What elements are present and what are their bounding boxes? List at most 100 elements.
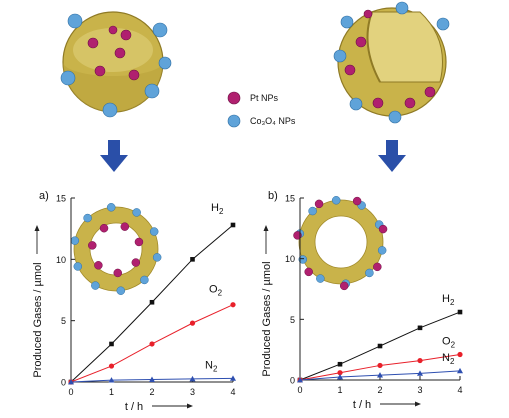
y-tick-label: 5 [290,315,295,325]
panel-label: b) [268,190,278,202]
y-tick-label: 15 [56,194,66,204]
pt-particle [120,222,130,231]
pt-particle [88,241,97,250]
y-axis-arrowhead [263,225,269,231]
data-point-O2 [337,370,343,376]
y-tick-label: 0 [290,376,295,386]
data-point-H2 [417,325,423,331]
data-point-O2 [189,320,196,326]
co3o4-particle [365,268,374,278]
pt-particle [134,237,144,247]
data-point-N2 [457,367,463,374]
series-label-O2: O2 [442,336,456,350]
co3o4-particle [149,227,159,236]
co3o4-particle [316,274,325,283]
co3o4-particle [73,262,83,271]
data-point-O2 [417,357,423,364]
co3o4-particle [91,281,100,290]
data-point-H2 [377,343,383,349]
pt-particle [339,281,349,291]
y-tick-label: 10 [56,255,66,265]
co3o4-particle [298,255,308,264]
chart-panel-b: 0 5 10 15 0 1 2 3 4 b) Produced Gases / µmol t / h H… [261,190,463,411]
y-tick-label: 10 [285,254,295,264]
y-axis-arrowhead [34,225,40,231]
x-axis-label: t / h [125,401,143,413]
ring-outer-edge [73,206,159,292]
x-tick-label: 3 [190,387,195,397]
data-point-O2 [457,351,463,358]
ring-illustration-b [293,196,388,291]
x-tick-label: 4 [230,387,235,397]
pt-legend-icon [227,91,241,105]
pt-particle [94,261,103,270]
sphere-illustration-left [60,11,172,118]
co3o4-nanoparticles-right [333,1,450,124]
x-axis-arrowhead [187,403,193,409]
pt-particle [99,223,109,233]
co3o4-particle [106,203,116,212]
y-tick-label: 5 [61,316,66,326]
particle-legend: Pt NPs Co₃O₄ NPs [227,91,296,128]
data-point-O2 [377,362,383,369]
ring-illustration-a [70,203,162,295]
x-tick-label: 0 [297,385,302,395]
co3o4-particle [140,275,149,285]
x-tick-label: 2 [149,387,154,397]
down-arrow-right-icon [378,140,406,172]
pt-nanoparticles-right [344,9,436,109]
pt-legend-label: Pt NPs [250,93,279,103]
data-point-N2 [417,370,423,376]
co3o4-particle [83,213,92,223]
co3o4-particle [132,208,141,217]
co3o4-legend-label: Co₃O₄ NPs [250,116,296,126]
data-point-H2 [457,309,463,315]
ring-shell [299,200,383,284]
down-arrow-left-icon [100,140,128,172]
data-point-N2 [297,377,303,383]
data-point-H2 [337,361,343,367]
co3o4-particle [152,253,162,262]
pt-particle [378,224,388,234]
data-point-O2 [230,302,236,308]
data-point-H2 [149,299,155,305]
x-tick-label: 2 [377,385,382,395]
data-point-N2 [230,375,236,381]
x-axis-label: t / h [353,399,371,411]
y-axis-label: Produced Gases / µmol [32,262,44,377]
x-tick-label: 1 [109,387,114,397]
co3o4-particle [331,196,341,205]
series-label-N2: N2 [442,352,455,366]
series-label-H2: H2 [442,293,455,307]
series-label-O2: O2 [209,284,223,298]
co3o4-legend-icon [227,114,241,128]
x-tick-label: 3 [417,385,422,395]
co3o4-particle [70,236,80,245]
data-point-O2 [108,363,115,369]
x-axis-arrowhead [415,401,421,407]
ring-shell [74,207,158,291]
shell-opening-left [73,28,153,72]
y-tick-label: 15 [285,194,295,204]
co3o4-particle [377,246,387,255]
shell-cutaway-right [367,11,443,83]
series-label-H2: H2 [211,202,224,216]
pt-particle [314,199,324,209]
data-point-H2 [230,222,236,228]
y-tick-label: 0 [61,378,66,388]
data-point-N2 [108,377,115,383]
chart-panel-a: 0 5 10 15 0 1 2 3 4 a) Produced Gases / µmol t / h H… [32,190,236,413]
data-point-H2 [190,257,195,262]
pt-particle [352,196,362,206]
pt-particle [304,267,313,277]
x-tick-label: 1 [337,385,342,395]
x-tick-label: 4 [457,385,462,395]
pt-particle [131,258,141,267]
data-point-N2 [189,375,196,382]
y-axis-label: Produced Gases / µmol [261,261,273,376]
data-point-H2 [109,341,114,347]
pt-nanoparticles-left [87,25,140,81]
data-point-N2 [337,373,343,380]
